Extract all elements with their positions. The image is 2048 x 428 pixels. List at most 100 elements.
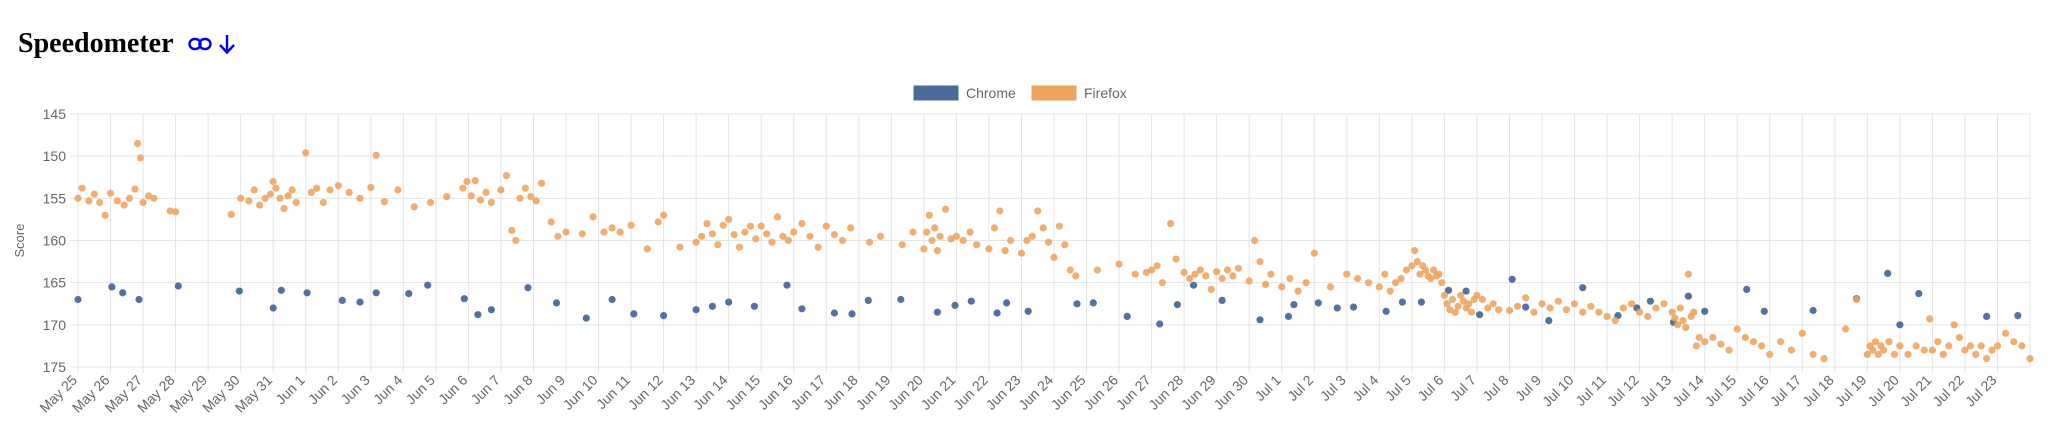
data-point — [1446, 306, 1454, 314]
data-point — [245, 197, 253, 205]
data-point — [1066, 266, 1074, 274]
data-point — [798, 220, 806, 228]
data-point — [1386, 287, 1394, 295]
data-point — [250, 186, 258, 194]
grid-lines — [70, 113, 2031, 373]
data-point — [288, 186, 296, 194]
data-point — [1286, 274, 1294, 283]
data-point — [512, 236, 520, 245]
data-point — [830, 231, 839, 239]
data-point — [757, 222, 765, 230]
x-tick-label: Jul 19 — [1832, 372, 1870, 410]
data-point — [1701, 307, 1709, 315]
data-point — [1438, 279, 1446, 287]
download-arrow-icon[interactable] — [218, 33, 236, 55]
link-icon[interactable] — [187, 34, 212, 54]
data-point — [1457, 291, 1465, 299]
data-point — [1682, 323, 1690, 331]
data-point — [692, 238, 700, 246]
data-point — [830, 309, 839, 317]
data-point — [1017, 249, 1026, 257]
data-point — [1173, 301, 1181, 309]
data-point — [367, 183, 375, 191]
x-tick-label: Jun 22 — [950, 372, 991, 413]
legend-item-firefox[interactable]: Firefox — [1031, 85, 1127, 101]
data-point — [1676, 304, 1684, 312]
data-point — [144, 192, 153, 200]
data-point — [806, 232, 814, 240]
legend-item-chrome[interactable]: Chrome — [913, 85, 1016, 101]
x-tick-label: Jun 16 — [755, 372, 796, 413]
data-point — [942, 205, 950, 213]
data-point — [410, 203, 418, 211]
data-point — [1115, 260, 1123, 268]
data-point — [773, 213, 782, 221]
data-point — [847, 224, 855, 232]
data-point — [1679, 317, 1687, 325]
data-point — [135, 295, 143, 304]
data-point — [1416, 270, 1424, 278]
data-point — [1028, 232, 1036, 240]
data-point — [1055, 222, 1063, 230]
x-tick-label: Jun 7 — [468, 372, 504, 408]
data-point — [1709, 333, 1717, 342]
data-point — [798, 305, 806, 313]
x-tick-label: Jun 20 — [885, 372, 926, 413]
data-point — [1983, 312, 1991, 320]
data-point — [1354, 274, 1362, 283]
y-tick-label: 165 — [43, 275, 67, 291]
data-point — [1158, 279, 1166, 287]
data-point — [1545, 317, 1553, 325]
x-tick-label: Jul 13 — [1637, 372, 1675, 410]
data-point — [1462, 287, 1470, 295]
data-point — [1191, 270, 1199, 278]
data-point — [356, 194, 364, 202]
data-point — [1701, 338, 1709, 346]
data-point — [848, 310, 856, 318]
data-point — [589, 213, 597, 221]
data-point — [1459, 297, 1467, 305]
data-point — [790, 228, 798, 236]
data-point — [166, 207, 174, 215]
data-point — [1777, 338, 1785, 346]
data-point — [443, 193, 451, 201]
data-point — [497, 186, 505, 194]
data-point — [1072, 272, 1080, 280]
data-point — [1852, 295, 1861, 304]
x-tick-label: Jul 8 — [1479, 372, 1511, 404]
data-point — [1290, 301, 1298, 309]
x-tick-label: Jun 5 — [402, 372, 438, 408]
data-point — [139, 198, 147, 207]
data-point — [1522, 294, 1530, 302]
data-point — [1478, 295, 1486, 304]
data-point — [1692, 342, 1701, 350]
data-point — [1538, 300, 1546, 308]
data-point — [1310, 249, 1318, 257]
data-point — [276, 194, 284, 202]
legend[interactable]: Chrome Firefox — [913, 85, 1127, 101]
data-point — [1256, 316, 1264, 324]
data-point — [1695, 333, 1703, 342]
x-tick-label: Jul 14 — [1669, 372, 1707, 410]
data-point — [660, 211, 668, 219]
data-point — [1798, 329, 1806, 337]
data-point — [1717, 340, 1725, 348]
data-point — [1465, 300, 1473, 308]
x-tick-label: Jun 1 — [272, 372, 308, 408]
data-point — [936, 232, 944, 240]
data-point — [1725, 346, 1733, 354]
data-point — [269, 177, 277, 186]
data-point — [1034, 207, 1042, 215]
data-point — [96, 198, 104, 207]
data-point — [973, 241, 981, 249]
data-point — [1435, 270, 1443, 278]
data-point — [1172, 255, 1180, 263]
data-point — [752, 235, 760, 243]
data-point — [1611, 317, 1619, 325]
data-point — [237, 194, 245, 202]
data-point — [1142, 268, 1150, 277]
data-point — [952, 232, 961, 240]
data-point — [1364, 279, 1373, 287]
data-point — [1741, 333, 1749, 342]
